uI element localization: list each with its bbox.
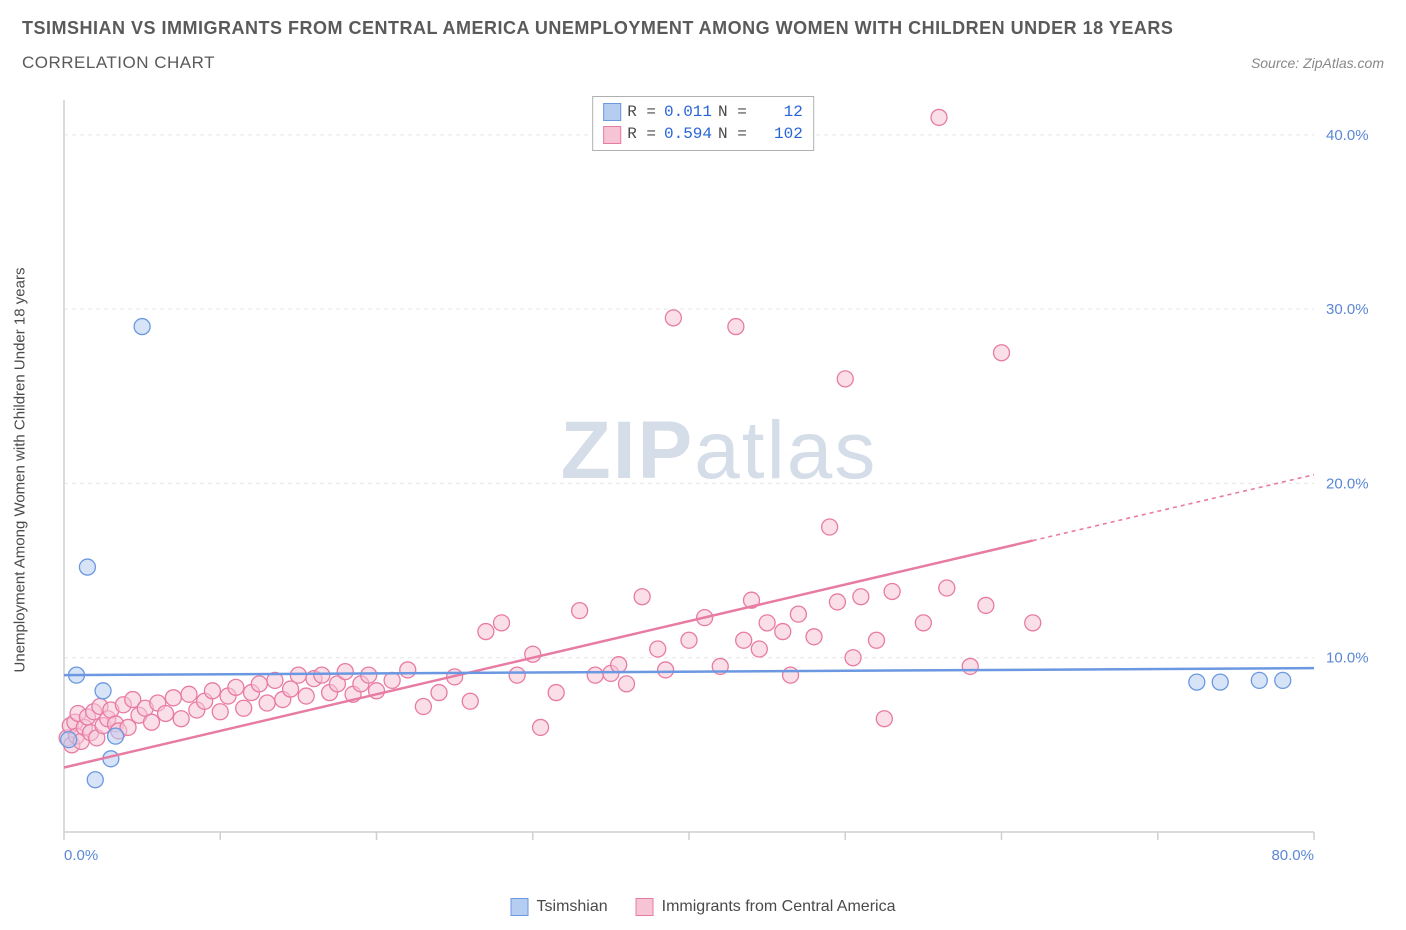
title-block: TSIMSHIAN VS IMMIGRANTS FROM CENTRAL AME… xyxy=(22,18,1384,73)
page-title: TSIMSHIAN VS IMMIGRANTS FROM CENTRAL AME… xyxy=(22,18,1384,39)
subtitle-row: CORRELATION CHART Source: ZipAtlas.com xyxy=(22,53,1384,73)
y-axis-label: Unemployment Among Women with Children U… xyxy=(12,268,29,673)
stats-row-series1: R = 0.011 N = 12 xyxy=(603,101,803,123)
stats-legend-box: R = 0.011 N = 12 R = 0.594 N = 102 xyxy=(592,96,814,151)
source-attribution: Source: ZipAtlas.com xyxy=(1251,55,1384,71)
swatch-series1 xyxy=(603,103,621,121)
svg-text:40.0%: 40.0% xyxy=(1326,127,1369,144)
legend-label-1: Tsimshian xyxy=(537,898,608,916)
stats-n-value-1: 12 xyxy=(753,101,803,123)
stats-r-value-1: 0.011 xyxy=(662,101,712,123)
chart-area: 10.0%20.0%30.0%40.0%0.0%80.0% ZIPatlas xyxy=(54,92,1384,872)
svg-text:20.0%: 20.0% xyxy=(1326,475,1369,492)
swatch-series2-bottom xyxy=(636,898,654,916)
legend-item-series1: Tsimshian xyxy=(511,898,608,916)
swatch-series1-bottom xyxy=(511,898,529,916)
stats-r-label: R = xyxy=(627,123,656,145)
stats-n-label: N = xyxy=(718,101,747,123)
swatch-series2 xyxy=(603,126,621,144)
stats-row-series2: R = 0.594 N = 102 xyxy=(603,123,803,145)
stats-n-label: N = xyxy=(718,123,747,145)
svg-text:80.0%: 80.0% xyxy=(1271,847,1314,864)
page-subtitle: CORRELATION CHART xyxy=(22,53,215,73)
svg-text:10.0%: 10.0% xyxy=(1326,650,1369,667)
legend-item-series2: Immigrants from Central America xyxy=(636,898,896,916)
stats-r-value-2: 0.594 xyxy=(662,123,712,145)
stats-n-value-2: 102 xyxy=(753,123,803,145)
bottom-legend: Tsimshian Immigrants from Central Americ… xyxy=(511,898,896,916)
svg-text:0.0%: 0.0% xyxy=(64,847,98,864)
scatter-plot: 10.0% 20.0% 30.0% 40.0% 0.0% 80.0% xyxy=(54,92,1384,872)
legend-label-2: Immigrants from Central America xyxy=(662,898,896,916)
stats-r-label: R = xyxy=(627,101,656,123)
svg-text:30.0%: 30.0% xyxy=(1326,301,1369,318)
